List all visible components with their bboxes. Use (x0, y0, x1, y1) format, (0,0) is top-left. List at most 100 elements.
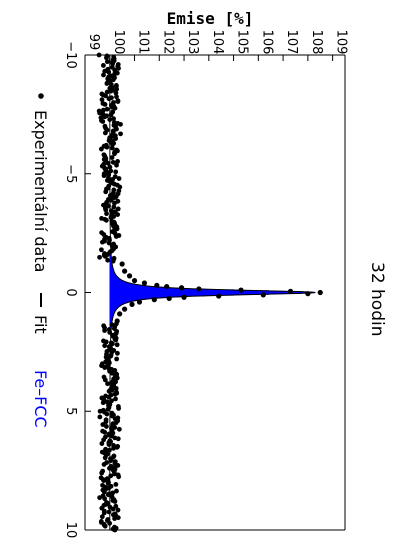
data-point (107, 117, 113, 122)
data-point (102, 496, 108, 502)
y-axis-label: Emise [%] (167, 9, 254, 28)
data-point (112, 471, 117, 477)
data-point (106, 394, 112, 400)
data-point (108, 215, 114, 220)
data-point-peak (166, 295, 172, 302)
data-point (108, 473, 114, 479)
data-point (97, 408, 103, 414)
data-point (102, 455, 108, 461)
data-point (113, 90, 119, 96)
data-point (106, 96, 112, 102)
data-points (96, 52, 323, 533)
y-tick-label: 107 (284, 30, 299, 55)
data-point (102, 328, 107, 333)
data-point (101, 478, 107, 483)
data-point (105, 381, 110, 387)
data-point-peak (196, 286, 202, 292)
data-point (114, 342, 120, 348)
data-point (113, 169, 119, 175)
y-tick-label: 100 (111, 30, 126, 55)
y-tick-label: 104 (210, 30, 225, 55)
data-point (112, 527, 118, 533)
data-point (101, 489, 107, 495)
x-tick-label: 10 (63, 522, 78, 539)
data-point (104, 59, 110, 65)
data-point (103, 93, 109, 99)
data-point (99, 470, 105, 476)
data-point (105, 406, 111, 412)
data-point (102, 130, 108, 136)
data-point (110, 141, 116, 147)
data-point (110, 61, 116, 66)
data-point-peak (122, 306, 128, 312)
data-point (113, 234, 119, 239)
data-point (110, 506, 116, 512)
data-point (102, 343, 108, 349)
data-point (116, 406, 121, 411)
y-tick-label: 102 (160, 30, 175, 55)
data-point (104, 81, 110, 86)
data-point-peak (119, 261, 125, 267)
data-point (113, 136, 119, 142)
data-point (115, 159, 120, 164)
data-point-peak (317, 289, 323, 296)
legend-marker-data (38, 93, 44, 99)
legend-label-fit: Fit (31, 315, 50, 334)
data-point (107, 465, 112, 471)
data-point-peak (131, 278, 138, 284)
data-point (112, 71, 117, 77)
data-point (114, 375, 120, 381)
data-point (96, 52, 102, 58)
data-point (115, 212, 121, 218)
data-point (115, 350, 120, 356)
data-point (113, 482, 119, 487)
data-point (102, 365, 108, 370)
data-point (118, 131, 123, 137)
data-point (116, 65, 121, 71)
data-point (112, 200, 117, 206)
data-point-peak (117, 311, 123, 317)
x-tick-label: −10 (63, 41, 78, 68)
data-point (104, 106, 110, 112)
data-point (116, 474, 122, 480)
y-tick-label: 108 (309, 30, 324, 55)
fe-fcc-area (109, 254, 316, 331)
data-point (113, 396, 118, 402)
data-point (104, 89, 110, 95)
data-point (105, 257, 111, 263)
data-point (97, 495, 103, 501)
data-point (114, 488, 119, 494)
data-point (113, 386, 119, 391)
data-point (108, 458, 114, 464)
annotation-32-hodin: 32 hodin (367, 262, 387, 337)
data-point (106, 388, 112, 394)
x-tick-label: 5 (63, 407, 78, 415)
data-point-peak (141, 280, 148, 286)
data-point (103, 207, 109, 213)
legend-label-fe-fcc: Fe–FCC (31, 370, 50, 428)
data-point (106, 240, 112, 246)
data-point (100, 119, 106, 124)
data-point (114, 356, 120, 362)
data-point-peak (151, 297, 157, 303)
data-point (102, 377, 108, 383)
data-point (106, 69, 112, 75)
data-point (97, 254, 102, 260)
y-tick-label: 101 (136, 30, 151, 55)
data-point (108, 197, 114, 203)
data-point (116, 426, 122, 432)
y-tick-label: 99 (86, 34, 101, 51)
data-point (106, 442, 112, 447)
data-point (112, 516, 117, 521)
data-point (109, 145, 115, 151)
data-point (109, 155, 115, 161)
data-point (109, 370, 115, 376)
data-point (104, 411, 110, 417)
data-point (115, 436, 121, 442)
data-point (102, 102, 108, 107)
data-point (114, 86, 120, 92)
data-point (102, 114, 108, 120)
data-point (101, 437, 107, 443)
data-point (100, 422, 106, 427)
